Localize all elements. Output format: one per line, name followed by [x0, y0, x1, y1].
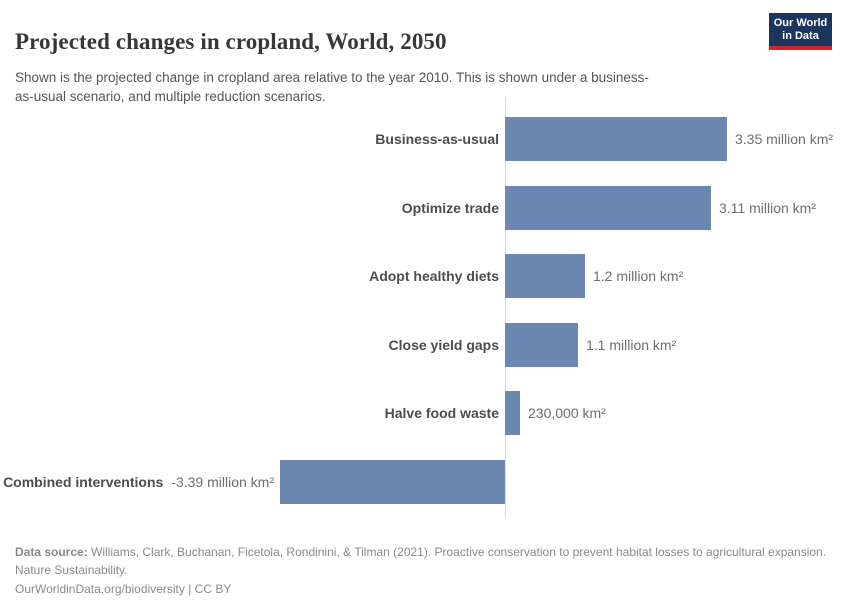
- page-title: Projected changes in cropland, World, 20…: [15, 29, 447, 55]
- data-source-text: Williams, Clark, Buchanan, Ficetola, Ron…: [15, 545, 827, 577]
- value-label: -3.39 million km²: [171, 474, 274, 490]
- category-label: Combined interventions: [3, 474, 164, 490]
- license-text: CC BY: [194, 582, 232, 596]
- bar[interactable]: [505, 323, 578, 367]
- bar[interactable]: [505, 391, 520, 435]
- value-label: 3.35 million km²: [735, 131, 834, 147]
- data-source-note: Data source: Williams, Clark, Buchanan, …: [15, 543, 827, 579]
- bar[interactable]: [505, 186, 711, 230]
- value-label: 230,000 km²: [528, 405, 606, 421]
- citation-link[interactable]: OurWorldinData.org/biodiversity: [15, 582, 185, 596]
- category-label: Business-as-usual: [375, 131, 499, 147]
- bar-row: Optimize trade 3.11 million km²: [0, 186, 850, 230]
- category-label: Optimize trade: [401, 200, 499, 216]
- bar-row: Business-as-usual 3.35 million km²: [0, 117, 850, 161]
- citation-separator: |: [184, 582, 195, 596]
- category-label: Halve food waste: [384, 405, 499, 421]
- owid-logo-line2: in Data: [782, 29, 819, 42]
- owid-logo-line1: Our World: [773, 16, 828, 29]
- bar[interactable]: [505, 254, 585, 298]
- bar-row: Adopt healthy diets 1.2 million km²: [0, 254, 850, 298]
- category-label: Close yield gaps: [388, 337, 499, 353]
- category-and-value-label: Combined interventions -3.39 million km²: [0, 460, 274, 504]
- chart-subtitle: Shown is the projected change in croplan…: [15, 69, 649, 105]
- bar-row: Combined interventions -3.39 million km²: [0, 460, 850, 504]
- category-label: Adopt healthy diets: [369, 268, 499, 284]
- citation-line: OurWorldinData.org/biodiversity | CC BY: [15, 580, 231, 598]
- bar-row: Halve food waste 230,000 km²: [0, 391, 850, 435]
- value-label: 1.2 million km²: [593, 268, 684, 284]
- bar[interactable]: [280, 460, 505, 504]
- bar-row: Close yield gaps 1.1 million km²: [0, 323, 850, 367]
- value-label: 3.11 million km²: [719, 200, 816, 216]
- bar[interactable]: [505, 117, 727, 161]
- zero-axis-line: [505, 97, 506, 517]
- data-source-label: Data source:: [15, 545, 88, 559]
- owid-logo[interactable]: Our World in Data: [769, 13, 832, 50]
- value-label: 1.1 million km²: [586, 337, 677, 353]
